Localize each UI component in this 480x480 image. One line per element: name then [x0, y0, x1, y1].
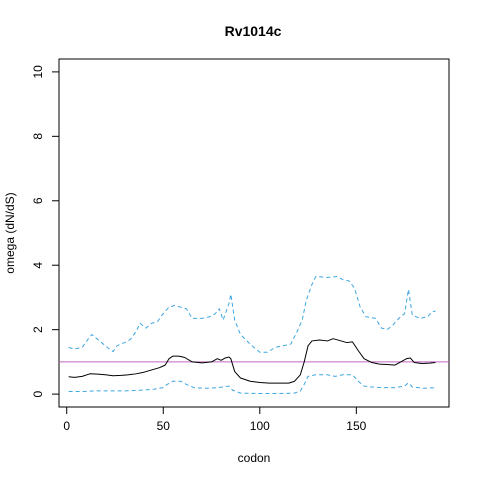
- y-tick-label: 8: [31, 133, 45, 140]
- x-tick-label: 50: [157, 419, 171, 433]
- y-tick-label: 4: [31, 262, 45, 269]
- x-axis: 0 50 100 150: [63, 406, 367, 433]
- y-tick-label: 10: [31, 65, 45, 79]
- plot-layer: [59, 276, 449, 394]
- y-tick-label: 0: [31, 390, 45, 397]
- y-axis: 0 2 4 6 8 10: [31, 65, 60, 397]
- x-axis-label: codon: [238, 451, 271, 465]
- x-tick-label: 150: [346, 419, 366, 433]
- series-line-estimate: [68, 338, 436, 384]
- y-axis-label: omega (dN/dS): [3, 192, 17, 273]
- x-tick-label: 0: [63, 419, 70, 433]
- y-tick-label: 6: [31, 197, 45, 204]
- series-line-upper-bound: [68, 276, 436, 353]
- series-line-lower-bound: [68, 374, 436, 394]
- y-tick-label: 2: [31, 326, 45, 333]
- x-tick-label: 100: [250, 419, 270, 433]
- chart-title: Rv1014c: [225, 23, 282, 39]
